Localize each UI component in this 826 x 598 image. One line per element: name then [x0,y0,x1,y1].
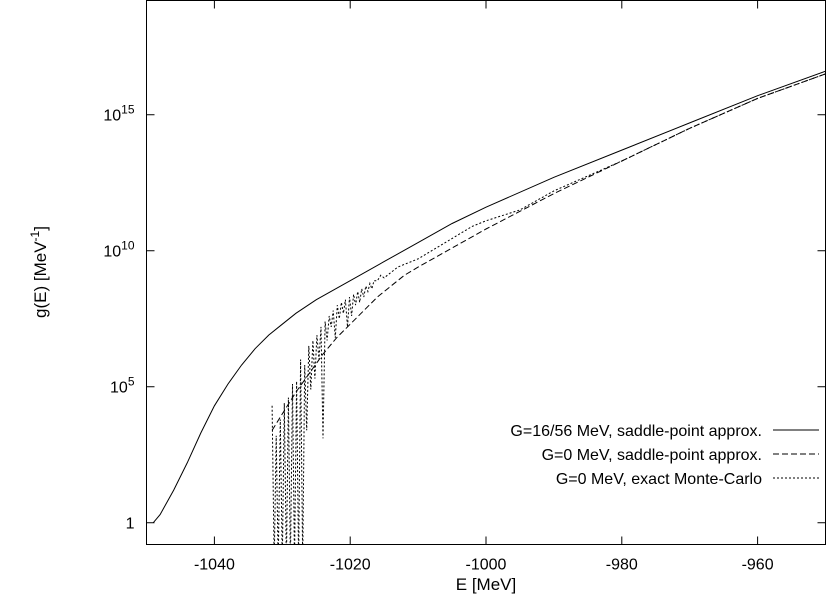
x-axis-title: E [MeV] [456,575,516,594]
y-tick-exponent: 15 [121,103,135,117]
legend-label: G=0 MeV, saddle-point approx. [542,447,762,464]
y-tick-label: 105 [110,375,135,397]
y-tick-label: 1 [126,516,135,533]
x-tick-label: -980 [606,557,638,574]
y-tick-label: 1015 [103,103,134,125]
y-tick-base: 10 [103,244,121,261]
y-tick-label: 1010 [103,239,134,261]
x-tick-label: -1040 [194,557,235,574]
y-tick-base: 10 [110,380,128,397]
y-tick-base: 10 [103,108,121,125]
x-axis-ticks: -1040 -1020 -1000 -980 -960 [194,0,774,574]
y-tick-exponent: 5 [128,375,135,389]
y-axis-title-exponent: -1 [28,230,42,241]
y-axis-title: g(E) [MeV-1] [28,226,50,318]
x-tick-label: -1000 [466,557,507,574]
series-layer [152,70,826,545]
legend-label: G=0 MeV, exact Monte-Carlo [556,471,762,488]
x-tick-label: -960 [742,557,774,574]
series-line-dotted [271,73,826,545]
legend-label: G=16/56 MeV, saddle-point approx. [510,423,762,440]
series-line-dashed [271,73,826,431]
legend: G=16/56 MeV, saddle-point approx. G=0 MeV… [510,423,819,488]
series-line-solid [152,70,826,524]
y-axis-title-close: ] [31,226,50,231]
y-axis-title-main: g(E) [MeV [31,241,50,318]
y-tick-exponent: 10 [121,239,135,253]
x-tick-label: -1020 [330,557,371,574]
